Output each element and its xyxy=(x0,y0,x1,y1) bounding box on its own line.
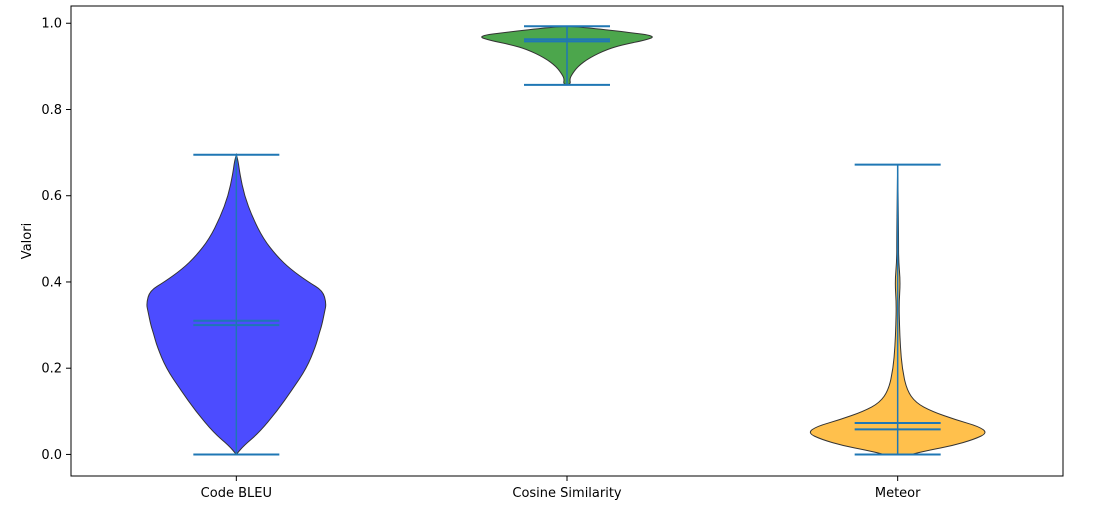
y-tick-label: 0.6 xyxy=(41,189,62,204)
x-axis: Code BLEU Cosine Similarity Meteor xyxy=(201,476,921,501)
x-tick-label: Code BLEU xyxy=(201,486,272,501)
y-tick-label: 0.4 xyxy=(41,275,62,290)
y-tick-label: 0.2 xyxy=(41,362,62,377)
x-tick-label: Cosine Similarity xyxy=(512,486,622,501)
y-axis-label: Valori xyxy=(20,223,35,259)
y-tick-label: 0.0 xyxy=(41,448,62,463)
x-tick-label: Meteor xyxy=(875,486,921,501)
y-tick-label: 1.0 xyxy=(41,17,62,32)
violins-layer xyxy=(146,25,986,456)
whiskers-layer xyxy=(193,25,941,456)
y-tick-label: 0.8 xyxy=(41,103,62,118)
y-axis: 0.0 0.2 0.4 0.6 0.8 1.0 xyxy=(41,17,71,463)
